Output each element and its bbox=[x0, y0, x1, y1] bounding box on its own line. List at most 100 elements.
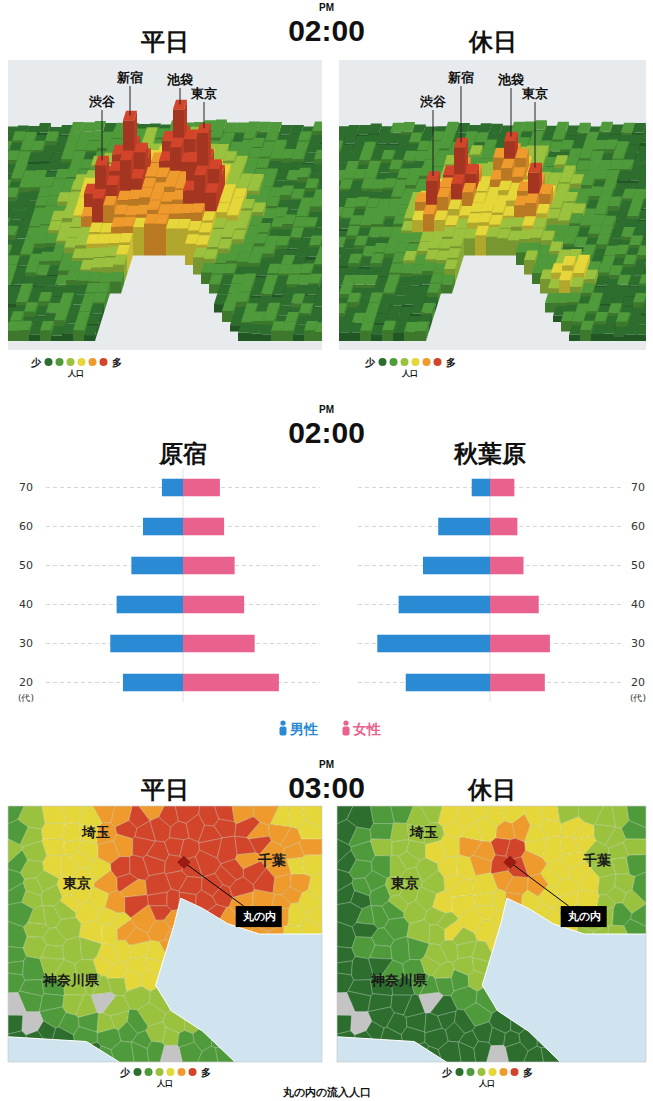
block-top bbox=[8, 226, 18, 236]
block-top bbox=[261, 177, 275, 187]
block-top bbox=[233, 188, 247, 198]
block-top bbox=[8, 187, 19, 197]
panel-title: 平日 bbox=[140, 28, 189, 56]
time-period: PM bbox=[319, 2, 334, 13]
block-top bbox=[316, 289, 322, 299]
block-top bbox=[19, 284, 33, 294]
block-top bbox=[305, 285, 319, 295]
block-top bbox=[310, 197, 322, 207]
block-top bbox=[239, 282, 253, 292]
block-top bbox=[309, 236, 322, 246]
block-top bbox=[241, 199, 255, 209]
block-front bbox=[110, 281, 121, 293]
block-top bbox=[134, 143, 148, 153]
block-top bbox=[213, 119, 227, 129]
block-top bbox=[298, 131, 312, 141]
block-top bbox=[103, 196, 117, 206]
block-top bbox=[312, 121, 322, 131]
block-top bbox=[188, 221, 202, 231]
block-top bbox=[213, 218, 227, 228]
block-top bbox=[259, 147, 273, 157]
block-top bbox=[156, 167, 170, 177]
block-top bbox=[248, 253, 262, 263]
block-top bbox=[266, 197, 280, 207]
block-top bbox=[242, 273, 256, 283]
block-top bbox=[315, 218, 322, 228]
block-top bbox=[216, 203, 230, 213]
block-top bbox=[317, 246, 322, 256]
time: 02:00 bbox=[288, 14, 365, 47]
block-top bbox=[228, 170, 242, 180]
block-top bbox=[119, 233, 133, 243]
block-top bbox=[31, 141, 45, 151]
block-top bbox=[252, 202, 266, 212]
block-front bbox=[155, 224, 166, 256]
block-top bbox=[139, 188, 153, 198]
block-top bbox=[208, 159, 222, 169]
block-top bbox=[150, 190, 164, 200]
block-top bbox=[25, 263, 39, 273]
block-top bbox=[223, 264, 237, 274]
block-top bbox=[120, 151, 134, 161]
block-top bbox=[235, 219, 249, 229]
block-top bbox=[257, 223, 271, 233]
block-top bbox=[264, 168, 278, 178]
block-top bbox=[92, 189, 106, 199]
block-top bbox=[262, 244, 276, 254]
page: PM02:00平日渋谷新宿池袋東京休日渋谷新宿池袋東京少多人口少多人口PM02:… bbox=[0, 0, 653, 1101]
block-top bbox=[210, 128, 224, 138]
block-top bbox=[296, 207, 310, 217]
block-top bbox=[232, 230, 246, 240]
block-top bbox=[45, 132, 59, 142]
block-top bbox=[196, 235, 210, 245]
block-top bbox=[219, 193, 233, 203]
block-top bbox=[256, 158, 270, 168]
block-top bbox=[14, 160, 28, 170]
block-top bbox=[155, 214, 169, 224]
block-top bbox=[297, 168, 311, 178]
block-top bbox=[205, 183, 219, 193]
block-top bbox=[311, 164, 322, 174]
block-top bbox=[280, 185, 294, 194]
block-top bbox=[305, 179, 319, 189]
block-top bbox=[268, 122, 282, 132]
block-top bbox=[199, 223, 213, 233]
block-top bbox=[20, 245, 34, 255]
block-top bbox=[276, 236, 290, 246]
block-top bbox=[170, 138, 184, 148]
block-top bbox=[291, 189, 305, 199]
block-top bbox=[72, 151, 86, 161]
block-top bbox=[320, 133, 322, 143]
block-top bbox=[282, 215, 296, 225]
block-top bbox=[273, 140, 287, 150]
block-top bbox=[251, 138, 265, 148]
block-top bbox=[247, 181, 261, 191]
block-top bbox=[147, 200, 161, 210]
block-top bbox=[16, 293, 30, 303]
block-top bbox=[281, 255, 295, 265]
block-top bbox=[191, 203, 205, 213]
block-top bbox=[236, 179, 250, 189]
block-top bbox=[116, 245, 130, 255]
block-top bbox=[314, 254, 322, 264]
map-background bbox=[8, 60, 322, 350]
block-top bbox=[194, 166, 208, 176]
block-top bbox=[314, 150, 322, 160]
block bbox=[110, 272, 124, 294]
block-top bbox=[295, 141, 309, 151]
block-top bbox=[48, 221, 62, 231]
block-top bbox=[319, 279, 322, 289]
block-top bbox=[272, 285, 286, 295]
block-top bbox=[265, 131, 279, 141]
block-top bbox=[50, 251, 64, 261]
block-top bbox=[142, 178, 156, 188]
density-map: 渋谷新宿池袋東京 bbox=[0, 60, 341, 350]
block-top bbox=[164, 177, 178, 187]
block-top bbox=[110, 272, 124, 282]
block-top bbox=[193, 248, 207, 258]
block-front bbox=[144, 223, 155, 255]
block-top bbox=[222, 184, 236, 194]
blocks bbox=[8, 100, 322, 341]
block-top bbox=[202, 211, 216, 221]
block-top bbox=[292, 150, 306, 160]
